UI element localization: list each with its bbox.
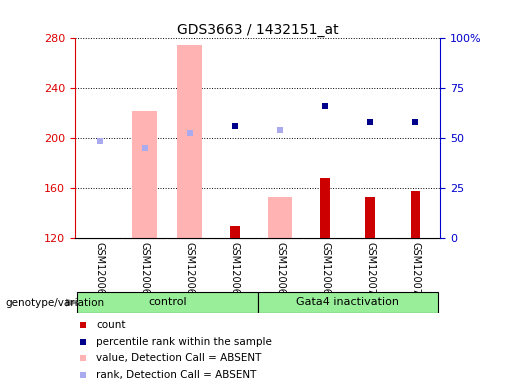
Bar	[258, 292, 438, 313]
Polygon shape	[66, 299, 79, 306]
Title: GDS3663 / 1432151_at: GDS3663 / 1432151_at	[177, 23, 338, 37]
Text: GSM120065: GSM120065	[140, 242, 150, 301]
Text: GSM120070: GSM120070	[365, 242, 375, 301]
Text: GSM120068: GSM120068	[275, 242, 285, 301]
Text: GSM120066: GSM120066	[185, 242, 195, 301]
Text: rank, Detection Call = ABSENT: rank, Detection Call = ABSENT	[96, 370, 256, 380]
Bar	[365, 197, 375, 238]
Text: Gata4 inactivation: Gata4 inactivation	[296, 297, 399, 308]
Text: GSM120071: GSM120071	[410, 242, 420, 301]
Bar	[410, 190, 420, 238]
Bar	[177, 45, 202, 238]
Text: count: count	[96, 320, 125, 330]
Bar	[132, 111, 157, 238]
Bar	[320, 178, 330, 238]
Bar	[268, 197, 293, 238]
Text: GSM120069: GSM120069	[320, 242, 330, 301]
Text: value, Detection Call = ABSENT: value, Detection Call = ABSENT	[96, 353, 261, 364]
Text: genotype/variation: genotype/variation	[5, 298, 104, 308]
Text: control: control	[148, 297, 186, 308]
Text: GSM120064: GSM120064	[95, 242, 105, 301]
Bar	[77, 292, 258, 313]
Text: GSM120067: GSM120067	[230, 242, 240, 301]
Text: percentile rank within the sample: percentile rank within the sample	[96, 337, 272, 347]
Bar	[230, 225, 240, 238]
